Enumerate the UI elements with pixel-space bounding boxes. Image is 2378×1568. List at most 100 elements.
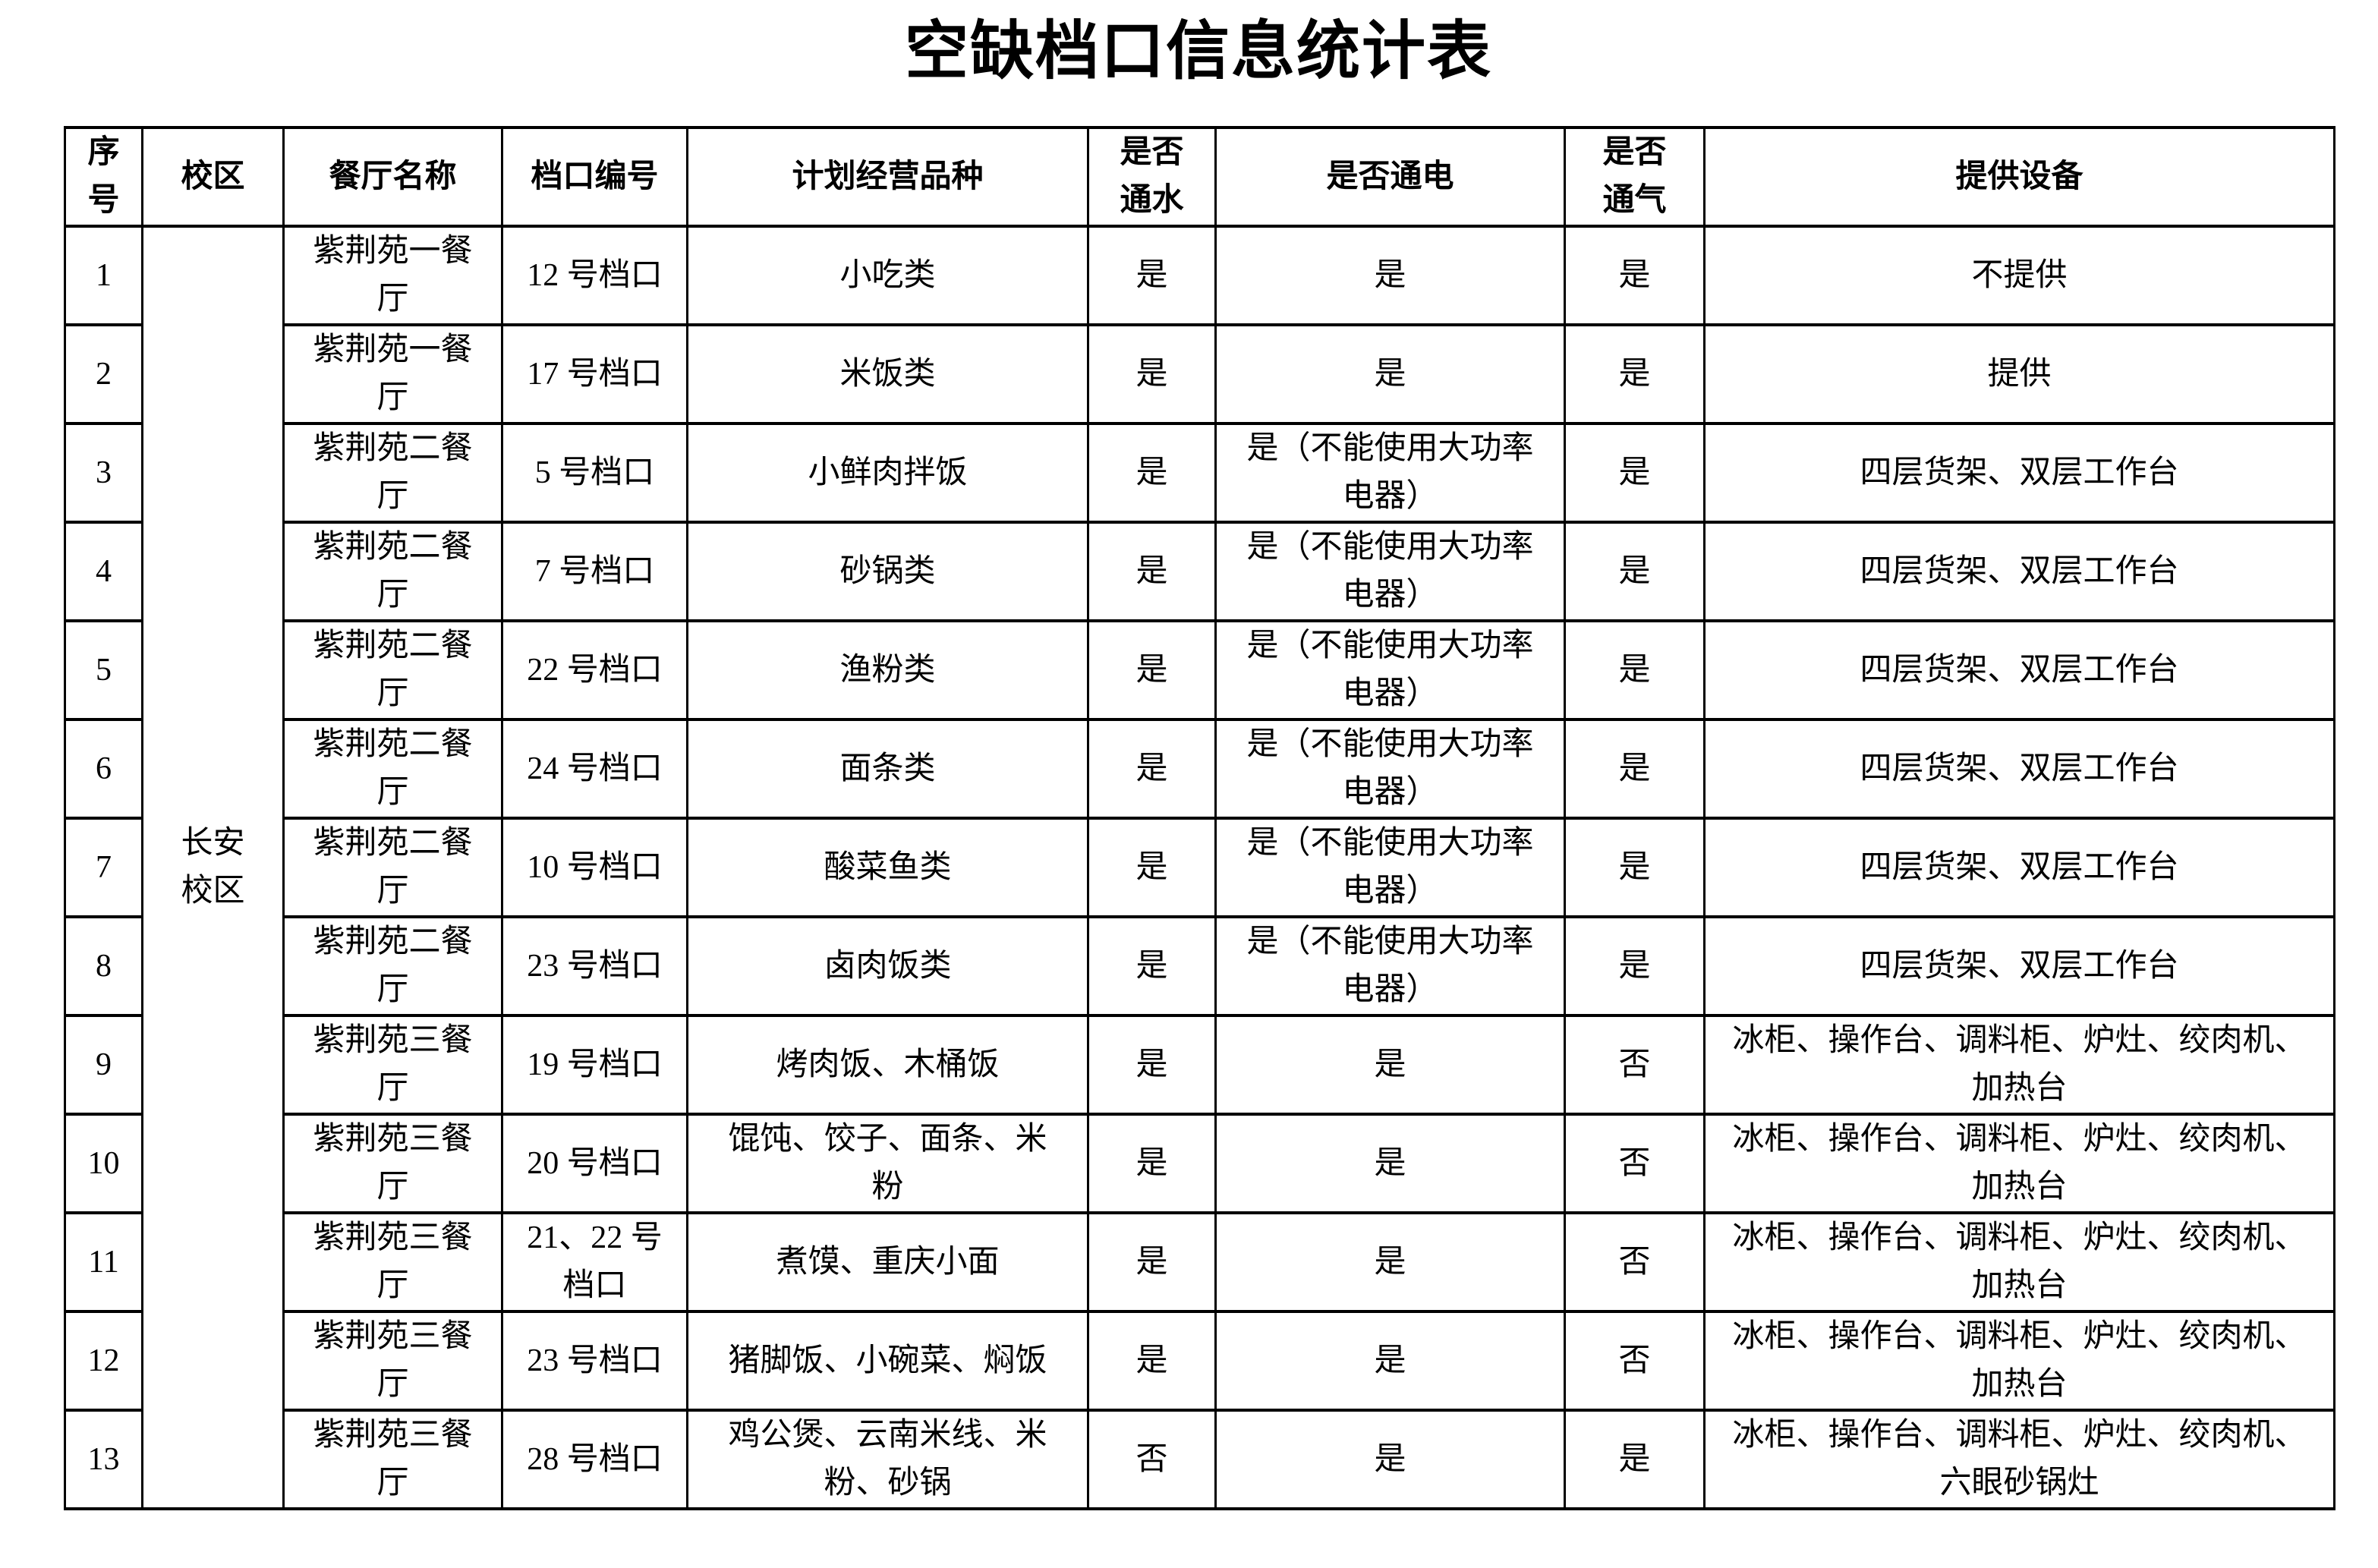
table-row: 11 紫荆苑三餐 厅 21、22 号 档口 煮馍、重庆小面 是 是 否 冰柜、操… bbox=[64, 1211, 2335, 1313]
table-row: 3 紫荆苑二餐 厅 5 号档口 小鲜肉拌饭 是 是（不能使用大功率 电器） 是 … bbox=[64, 422, 2335, 524]
cell-seq: 6 bbox=[64, 718, 143, 820]
cell-variety: 卤肉饭类 bbox=[686, 915, 1089, 1017]
cell-seq: 9 bbox=[64, 1014, 143, 1116]
cell-variety: 酸菜鱼类 bbox=[686, 817, 1089, 918]
cell-variety: 烤肉饭、木桶饭 bbox=[686, 1014, 1089, 1116]
cell-water: 是 bbox=[1087, 1211, 1217, 1313]
cell-equipment: 不提供 bbox=[1703, 225, 2335, 326]
cell-variety: 小吃类 bbox=[686, 225, 1089, 326]
cell-water: 是 bbox=[1087, 915, 1217, 1017]
cell-seq: 13 bbox=[64, 1409, 143, 1510]
table-row: 10 紫荆苑三餐 厅 20 号档口 馄饨、饺子、面条、米 粉 是 是 否 冰柜、… bbox=[64, 1113, 2335, 1214]
cell-variety: 面条类 bbox=[686, 718, 1089, 820]
page-title: 空缺档口信息统计表 bbox=[904, 17, 1492, 87]
table-row: 5 紫荆苑二餐 厅 22 号档口 渔粉类 是 是（不能使用大功率 电器） 是 四… bbox=[64, 619, 2335, 721]
cell-water: 是 bbox=[1087, 718, 1217, 820]
cell-water: 是 bbox=[1087, 1014, 1217, 1116]
cell-seq: 4 bbox=[64, 521, 143, 622]
col-header-restaurant: 餐厅名称 bbox=[282, 126, 503, 228]
cell-gas: 是 bbox=[1564, 817, 1706, 918]
cell-gas: 否 bbox=[1564, 1211, 1706, 1313]
vacant-stall-table: 序 号 校区 餐厅名称 档口编号 计划经营品种 是否 通水 是否通电 是否 通气… bbox=[64, 126, 2335, 1510]
cell-equipment: 四层货架、双层工作台 bbox=[1703, 718, 2335, 820]
cell-stall: 23 号档口 bbox=[501, 915, 688, 1017]
cell-stall: 28 号档口 bbox=[501, 1409, 688, 1510]
cell-gas: 否 bbox=[1564, 1310, 1706, 1412]
cell-seq: 8 bbox=[64, 915, 143, 1017]
cell-variety: 小鲜肉拌饭 bbox=[686, 422, 1089, 524]
cell-gas: 是 bbox=[1564, 422, 1706, 524]
cell-restaurant: 紫荆苑一餐 厅 bbox=[282, 225, 503, 326]
col-header-electricity: 是否通电 bbox=[1214, 126, 1566, 228]
cell-stall: 22 号档口 bbox=[501, 619, 688, 721]
cell-equipment: 冰柜、操作台、调料柜、炉灶、绞肉机、 加热台 bbox=[1703, 1211, 2335, 1313]
cell-restaurant: 紫荆苑三餐 厅 bbox=[282, 1014, 503, 1116]
cell-stall: 12 号档口 bbox=[501, 225, 688, 326]
table-row: 12 紫荆苑三餐 厅 23 号档口 猪脚饭、小碗菜、焖饭 是 是 否 冰柜、操作… bbox=[64, 1310, 2335, 1412]
cell-stall: 19 号档口 bbox=[501, 1014, 688, 1116]
table-row: 4 紫荆苑二餐 厅 7 号档口 砂锅类 是 是（不能使用大功率 电器） 是 四层… bbox=[64, 521, 2335, 622]
header-row: 序 号 校区 餐厅名称 档口编号 计划经营品种 是否 通水 是否通电 是否 通气… bbox=[64, 126, 2335, 228]
cell-equipment: 冰柜、操作台、调料柜、炉灶、绞肉机、 六眼砂锅灶 bbox=[1703, 1409, 2335, 1510]
cell-equipment: 冰柜、操作台、调料柜、炉灶、绞肉机、 加热台 bbox=[1703, 1310, 2335, 1412]
cell-electricity: 是 bbox=[1214, 1409, 1566, 1510]
cell-restaurant: 紫荆苑三餐 厅 bbox=[282, 1310, 503, 1412]
cell-equipment: 四层货架、双层工作台 bbox=[1703, 422, 2335, 524]
cell-stall: 5 号档口 bbox=[501, 422, 688, 524]
cell-water: 是 bbox=[1087, 422, 1217, 524]
cell-stall: 24 号档口 bbox=[501, 718, 688, 820]
cell-equipment: 提供 bbox=[1703, 323, 2335, 425]
table-row: 1 长安 校区 紫荆苑一餐 厅 12 号档口 小吃类 是 是 是 不提供 bbox=[64, 225, 2335, 1510]
cell-water: 是 bbox=[1087, 817, 1217, 918]
cell-stall: 21、22 号 档口 bbox=[501, 1211, 688, 1313]
cell-water: 否 bbox=[1087, 1409, 1217, 1510]
cell-seq: 2 bbox=[64, 323, 143, 425]
cell-gas: 是 bbox=[1564, 619, 1706, 721]
cell-variety: 渔粉类 bbox=[686, 619, 1089, 721]
col-header-stall: 档口编号 bbox=[501, 126, 688, 228]
cell-restaurant: 紫荆苑二餐 厅 bbox=[282, 422, 503, 524]
cell-variety: 馄饨、饺子、面条、米 粉 bbox=[686, 1113, 1089, 1214]
cell-electricity: 是（不能使用大功率 电器） bbox=[1214, 718, 1566, 820]
cell-restaurant: 紫荆苑三餐 厅 bbox=[282, 1113, 503, 1214]
cell-stall: 23 号档口 bbox=[501, 1310, 688, 1412]
cell-seq: 11 bbox=[64, 1211, 143, 1313]
cell-variety: 煮馍、重庆小面 bbox=[686, 1211, 1089, 1313]
cell-restaurant: 紫荆苑三餐 厅 bbox=[282, 1211, 503, 1313]
cell-gas: 是 bbox=[1564, 718, 1706, 820]
cell-stall: 20 号档口 bbox=[501, 1113, 688, 1214]
table-row: 8 紫荆苑二餐 厅 23 号档口 卤肉饭类 是 是（不能使用大功率 电器） 是 … bbox=[64, 915, 2335, 1017]
col-header-campus: 校区 bbox=[141, 126, 285, 228]
cell-water: 是 bbox=[1087, 521, 1217, 622]
cell-restaurant: 紫荆苑三餐 厅 bbox=[282, 1409, 503, 1510]
cell-restaurant: 紫荆苑二餐 厅 bbox=[282, 817, 503, 918]
cell-equipment: 四层货架、双层工作台 bbox=[1703, 619, 2335, 721]
cell-restaurant: 紫荆苑二餐 厅 bbox=[282, 521, 503, 622]
cell-gas: 是 bbox=[1564, 323, 1706, 425]
cell-gas: 是 bbox=[1564, 521, 1706, 622]
cell-variety: 砂锅类 bbox=[686, 521, 1089, 622]
cell-seq: 12 bbox=[64, 1310, 143, 1412]
table-row: 6 紫荆苑二餐 厅 24 号档口 面条类 是 是（不能使用大功率 电器） 是 四… bbox=[64, 718, 2335, 820]
col-header-water: 是否 通水 bbox=[1087, 126, 1217, 228]
cell-electricity: 是（不能使用大功率 电器） bbox=[1214, 619, 1566, 721]
cell-gas: 否 bbox=[1564, 1113, 1706, 1214]
cell-seq: 5 bbox=[64, 619, 143, 721]
cell-seq: 3 bbox=[64, 422, 143, 524]
cell-gas: 是 bbox=[1564, 225, 1706, 326]
cell-electricity: 是（不能使用大功率 电器） bbox=[1214, 521, 1566, 622]
cell-electricity: 是（不能使用大功率 电器） bbox=[1214, 915, 1566, 1017]
cell-electricity: 是（不能使用大功率 电器） bbox=[1214, 422, 1566, 524]
cell-water: 是 bbox=[1087, 225, 1217, 326]
cell-variety: 猪脚饭、小碗菜、焖饭 bbox=[686, 1310, 1089, 1412]
table-row: 2 紫荆苑一餐 厅 17 号档口 米饭类 是 是 是 提供 bbox=[64, 323, 2335, 425]
cell-electricity: 是 bbox=[1214, 1310, 1566, 1412]
cell-electricity: 是 bbox=[1214, 1014, 1566, 1116]
table-row: 9 紫荆苑三餐 厅 19 号档口 烤肉饭、木桶饭 是 是 否 冰柜、操作台、调料… bbox=[64, 1014, 2335, 1116]
cell-stall: 10 号档口 bbox=[501, 817, 688, 918]
cell-gas: 是 bbox=[1564, 915, 1706, 1017]
cell-variety: 米饭类 bbox=[686, 323, 1089, 425]
cell-water: 是 bbox=[1087, 323, 1217, 425]
cell-electricity: 是（不能使用大功率 电器） bbox=[1214, 817, 1566, 918]
cell-equipment: 四层货架、双层工作台 bbox=[1703, 817, 2335, 918]
